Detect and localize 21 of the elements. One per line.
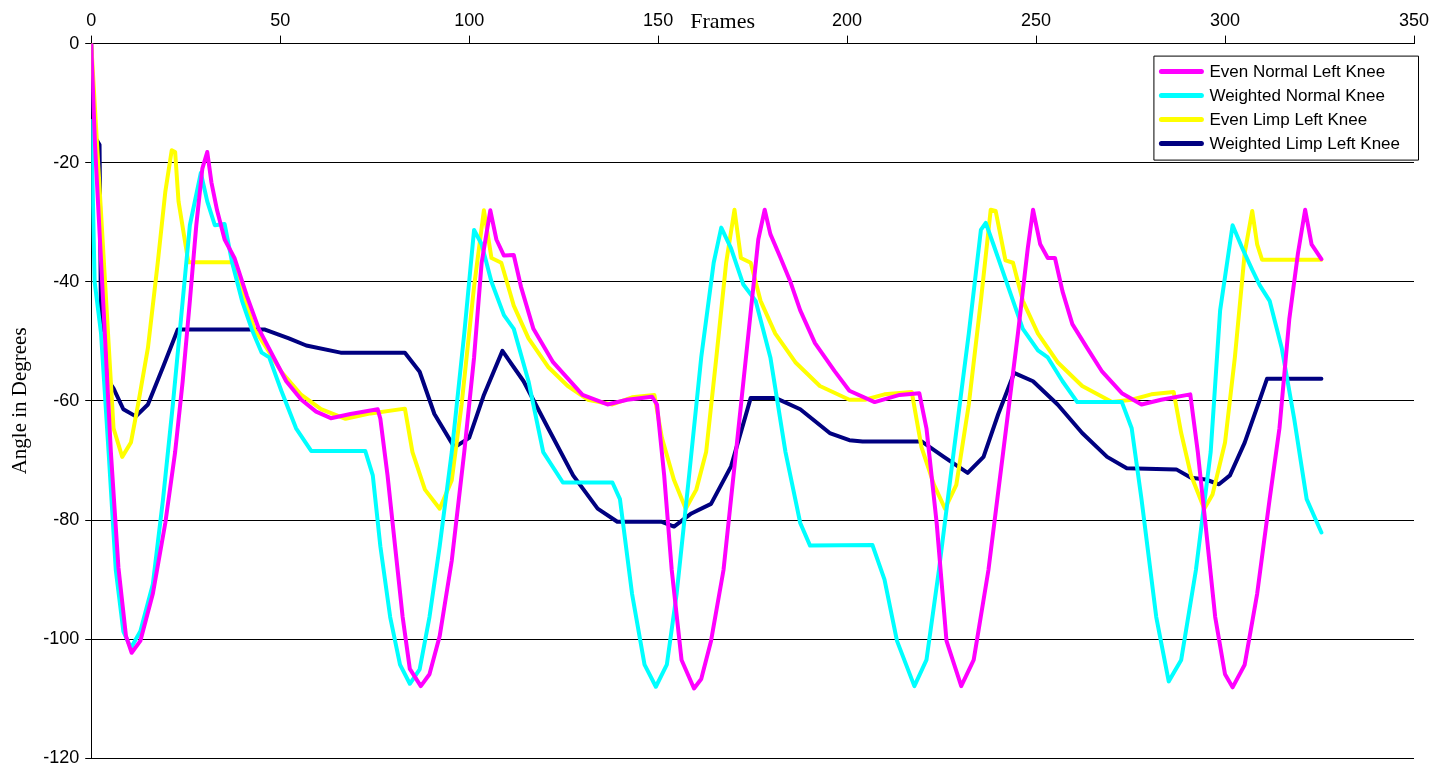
legend-label: Weighted Normal Knee — [1209, 86, 1385, 106]
y-tick-label: 0 — [69, 32, 80, 53]
x-tick-label: 0 — [86, 9, 97, 30]
x-tick-label: 300 — [1210, 9, 1241, 30]
y-tick-label: -80 — [53, 508, 80, 529]
legend-label: Even Limp Left Knee — [1209, 110, 1368, 130]
y-tick-label: -100 — [43, 628, 80, 649]
y-tick-label: -120 — [43, 747, 80, 768]
y-tick-label: -40 — [53, 270, 80, 291]
x-tick-label: 150 — [643, 9, 674, 30]
x-tick-label: 100 — [454, 9, 485, 30]
y-axis-title: Angle in Degrees — [7, 327, 32, 475]
x-tick-label: 200 — [832, 9, 863, 30]
y-tick-label: -60 — [53, 389, 80, 410]
legend-label: Even Normal Left Knee — [1209, 62, 1386, 82]
y-tick-label: -20 — [53, 151, 80, 172]
legend-label: Weighted Limp Left Knee — [1209, 134, 1401, 154]
x-tick-label: 250 — [1021, 9, 1052, 30]
x-tick-label: 50 — [270, 9, 291, 30]
x-axis-title: Frames — [690, 8, 755, 34]
x-tick-label: 350 — [1398, 9, 1430, 30]
